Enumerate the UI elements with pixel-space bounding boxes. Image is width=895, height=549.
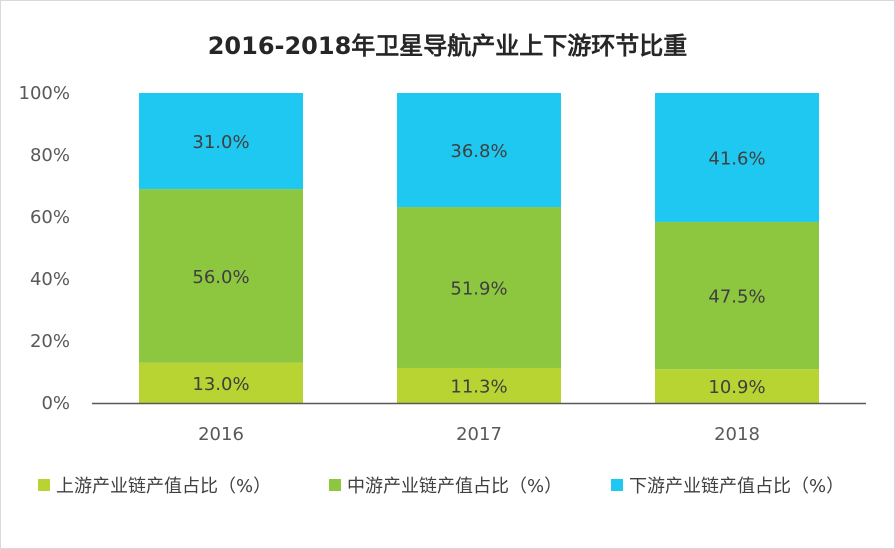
data-label: 47.5% (708, 287, 765, 308)
legend-label-downstream: 下游产业链产值占比（%） (629, 476, 845, 497)
data-label: 11.3% (450, 376, 507, 397)
bar-segment (397, 367, 561, 403)
data-label: 13.0% (192, 374, 249, 395)
data-label: 51.9% (450, 279, 507, 300)
bar-segment (139, 189, 303, 363)
y-tick-label: 80% (30, 145, 70, 166)
bar-segment (655, 221, 819, 370)
bar-segment (655, 93, 819, 222)
legend-label-upstream: 上游产业链产值占比（%） (56, 476, 272, 497)
legend: 上游产业链产值占比（%） 中游产业链产值占比（%） 下游产业链产值占比（%） (0, 472, 895, 502)
y-tick-label: 100% (19, 83, 70, 104)
legend-item-upstream: 上游产业链产值占比（%） (38, 472, 271, 498)
legend-swatch-downstream (611, 479, 623, 491)
bar-segment (139, 362, 303, 403)
legend-item-downstream: 下游产业链产值占比（%） (611, 472, 844, 498)
legend-swatch-upstream (38, 479, 50, 491)
legend-label-midstream: 中游产业链产值占比（%） (347, 476, 563, 497)
data-label: 10.9% (708, 377, 765, 398)
x-tick-label: 2017 (456, 424, 502, 445)
y-tick-label: 20% (30, 331, 70, 352)
bar-segment (397, 93, 561, 208)
legend-item-midstream: 中游产业链产值占比（%） (329, 472, 562, 498)
chart-title: 2016-2018年卫星导航产业上下游环节比重 (207, 32, 688, 60)
bar-segment (397, 207, 561, 368)
x-tick-label: 2018 (714, 424, 760, 445)
y-tick-label: 60% (30, 207, 70, 228)
legend-swatch-midstream (329, 479, 341, 491)
data-label: 56.0% (192, 267, 249, 288)
data-label: 31.0% (192, 132, 249, 153)
data-label: 36.8% (450, 141, 507, 162)
bar-segment (139, 93, 303, 190)
bar-segment (655, 369, 819, 403)
y-tick-label: 0% (41, 393, 70, 414)
x-tick-label: 2016 (198, 424, 244, 445)
y-tick-label: 40% (30, 269, 70, 290)
data-label: 41.6% (708, 148, 765, 169)
